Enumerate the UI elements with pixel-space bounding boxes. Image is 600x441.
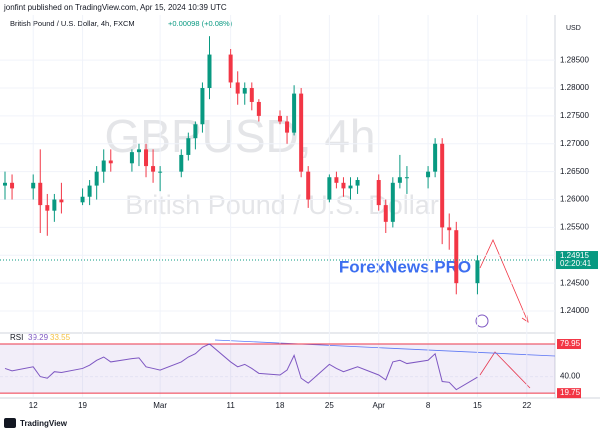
x-tick-label: 15 bbox=[473, 401, 482, 410]
y-tick-label: 1.25500 bbox=[560, 223, 589, 232]
candle-body bbox=[38, 182, 43, 206]
rsi-trendline bbox=[214, 339, 556, 357]
candle-body bbox=[158, 171, 163, 173]
y-tick-label: 1.26000 bbox=[560, 195, 589, 204]
logo bbox=[4, 418, 16, 428]
candle-body bbox=[101, 160, 106, 172]
candle-body bbox=[144, 149, 149, 167]
candle-body bbox=[10, 182, 15, 189]
y-tick-label: 40.00 bbox=[560, 372, 581, 381]
candle-body bbox=[151, 166, 156, 172]
candle-body bbox=[278, 115, 282, 122]
projection-arrow bbox=[479, 239, 529, 323]
level-tag bbox=[557, 388, 581, 399]
candle-body bbox=[249, 88, 254, 102]
rsi-arrow bbox=[479, 351, 531, 389]
candle-body bbox=[348, 185, 353, 189]
y-tick-label: 79.95 bbox=[560, 339, 581, 348]
candle-body bbox=[390, 182, 395, 222]
x-tick-label: 22 bbox=[522, 401, 531, 410]
candle-body bbox=[129, 152, 134, 164]
x-tick-label: 11 bbox=[226, 401, 235, 410]
candle-body bbox=[426, 171, 431, 178]
price-tag bbox=[556, 251, 598, 270]
candle-body bbox=[376, 180, 381, 206]
publisher: jonfint published on TradingView.com, Ap… bbox=[3, 3, 227, 12]
candle-body bbox=[292, 93, 297, 133]
candle-body bbox=[355, 180, 360, 186]
y-tick-label: 1.28000 bbox=[560, 83, 589, 92]
candle-body bbox=[87, 185, 92, 197]
candle-body bbox=[235, 82, 240, 94]
candle-body bbox=[383, 205, 388, 222]
candle-body bbox=[341, 182, 346, 189]
y-tick-label: 1.26500 bbox=[560, 167, 589, 176]
rsi-value: 39.29 bbox=[28, 333, 49, 342]
footer-brand: TradingView bbox=[20, 419, 68, 428]
y-tick-label: 1.27000 bbox=[560, 139, 589, 148]
x-tick-label: Mar bbox=[153, 401, 167, 410]
candle-body bbox=[327, 177, 332, 200]
candle-body bbox=[45, 205, 50, 211]
candle-body bbox=[193, 124, 198, 139]
price-tag-value: 1.24915 bbox=[560, 251, 589, 260]
rsi-line bbox=[4, 343, 478, 391]
y-tick-label: 1.27500 bbox=[560, 111, 589, 120]
candle-body bbox=[228, 54, 233, 83]
candle-body bbox=[52, 199, 57, 211]
candle-body bbox=[334, 177, 339, 183]
x-tick-label: 19 bbox=[78, 401, 87, 410]
y-tick-label: 1.28500 bbox=[560, 55, 589, 64]
candle-body bbox=[242, 88, 247, 94]
candle-body bbox=[285, 121, 290, 133]
rsi-ma-value: 33.55 bbox=[50, 333, 71, 342]
y-tick-label: 19.75 bbox=[560, 388, 581, 397]
candle-body bbox=[299, 93, 304, 172]
watermark: GBPUSD, 4h bbox=[105, 110, 376, 162]
candle-body bbox=[186, 138, 191, 155]
candle-body bbox=[397, 177, 402, 183]
symbol-title: British Pound / U.S. Dollar, 4h, FXCM bbox=[10, 19, 135, 28]
candle-body bbox=[440, 143, 445, 228]
level-tag bbox=[557, 339, 581, 350]
candle-body bbox=[256, 101, 261, 116]
brand: ForexNews.PRO bbox=[339, 257, 471, 276]
x-tick-label: Apr bbox=[372, 401, 385, 410]
rsi-name: RSI bbox=[10, 333, 23, 342]
candle-body bbox=[404, 177, 409, 179]
arrow-head bbox=[521, 314, 529, 323]
price-change: +0.00098 (+0.08%) bbox=[168, 19, 233, 28]
candle-body bbox=[80, 196, 85, 203]
rsi-band bbox=[0, 344, 555, 394]
candle-body bbox=[447, 227, 452, 231]
candle-body bbox=[200, 88, 205, 125]
price-tag-countdown: 02:20:41 bbox=[560, 259, 592, 268]
candle-body bbox=[454, 230, 459, 284]
candle-body bbox=[59, 199, 64, 203]
x-tick-label: 18 bbox=[276, 401, 285, 410]
candle-body bbox=[207, 54, 212, 89]
candle-body bbox=[108, 160, 113, 164]
candle-body bbox=[31, 182, 36, 189]
candle-body bbox=[433, 143, 438, 172]
candle-body bbox=[475, 260, 480, 284]
x-tick-label: 8 bbox=[426, 401, 431, 410]
y-tick-label: 1.24000 bbox=[560, 306, 589, 315]
candle-body bbox=[3, 182, 7, 186]
candle-body bbox=[306, 171, 311, 200]
candle-body bbox=[94, 171, 99, 186]
candle-body bbox=[136, 149, 141, 153]
x-tick-label: 25 bbox=[325, 401, 334, 410]
x-tick-label: 12 bbox=[29, 401, 38, 410]
candle-body bbox=[179, 154, 184, 172]
event-icon[interactable] bbox=[475, 314, 489, 328]
currency: USD bbox=[566, 25, 581, 32]
y-tick-label: 1.24500 bbox=[560, 278, 589, 287]
